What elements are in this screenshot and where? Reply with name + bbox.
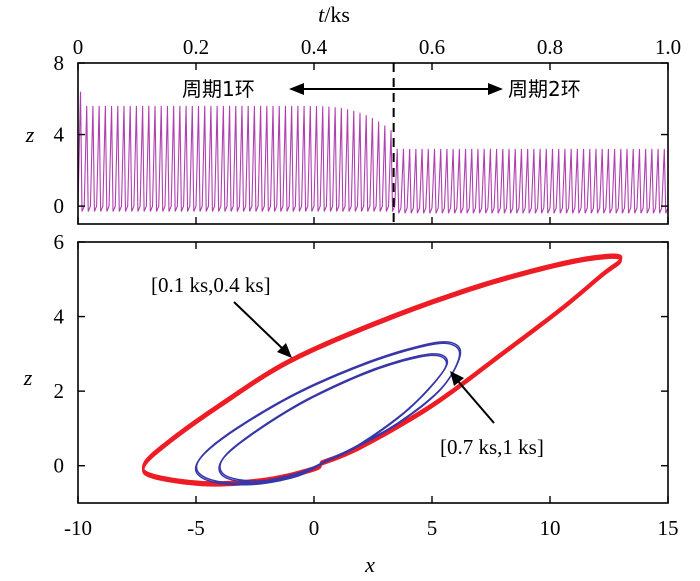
- bottom-ticks: [77, 241, 669, 503]
- bottom-x-tick-label: 0: [309, 516, 320, 540]
- z-time-series-line: [77, 91, 669, 214]
- top-series-z-t: [77, 91, 669, 214]
- top-x-axis-title: t/ks: [318, 2, 350, 27]
- top-x-tick-label: 0: [73, 35, 84, 59]
- top-x-tick-label: 0.8: [537, 35, 563, 59]
- bottom-x-tick-label: -5: [187, 516, 205, 540]
- annotation-blue-orbit-label: [0.7 ks,1 ks]: [440, 435, 544, 459]
- annotation-period-2: 周期2环: [508, 77, 581, 101]
- bottom-y-tick-label: 4: [54, 305, 65, 329]
- top-x-tick-label: 0.2: [183, 35, 209, 59]
- bottom-x-axis-title: x: [364, 552, 375, 577]
- bottom-phase-orbits: [141, 253, 623, 487]
- bottom-x-tick-label: 10: [540, 516, 561, 540]
- top-y-tick-labels: 0 4 8: [54, 51, 65, 218]
- top-x-tick-label: 0.6: [419, 35, 445, 59]
- red-orbit-trace: [141, 253, 623, 484]
- top-y-axis-title: z: [25, 122, 35, 147]
- double-arrow: [289, 83, 503, 95]
- arrow-to-red-orbit: [233, 301, 292, 358]
- arrow-to-blue-orbit: [450, 371, 495, 424]
- top-x-tick-label: 0.4: [301, 35, 328, 59]
- bottom-y-tick-labels: 0 2 4 6: [54, 230, 65, 478]
- top-panel: 0 0.2 0.4 0.6 0.8 1.0 0 4 8 t/ks z 周期1环 周期2环: [25, 2, 681, 225]
- bottom-x-tick-label: -10: [64, 516, 92, 540]
- top-x-axis-var: t: [318, 2, 325, 27]
- top-ticks: [77, 62, 669, 224]
- bottom-x-tick-label: 5: [427, 516, 438, 540]
- annotation-period-1: 周期1环: [182, 77, 255, 101]
- bottom-plot-frame: [77, 241, 669, 504]
- bottom-x-tick-label: 15: [658, 516, 679, 540]
- top-x-tick-label: 1.0: [655, 35, 681, 59]
- annotation-red-orbit-label: [0.1 ks,0.4 ks]: [151, 273, 271, 297]
- top-plot-frame: [77, 62, 669, 225]
- top-x-tick-labels: 0 0.2 0.4 0.6 0.8 1.0: [73, 35, 681, 59]
- red-orbit-trace: [142, 256, 622, 487]
- bottom-panel: -10 -5 0 5 10 15 0 2 4 6 x z [0.1 ks,0.4 ks] [0.…: [23, 230, 679, 577]
- top-y-tick-label: 8: [54, 51, 65, 75]
- bottom-y-tick-label: 6: [54, 230, 65, 254]
- bottom-y-tick-label: 2: [54, 379, 65, 403]
- top-y-tick-label: 0: [54, 194, 65, 218]
- bottom-y-tick-label: 0: [54, 454, 65, 478]
- blue-orbit-trace: [219, 353, 449, 482]
- top-x-axis-unit: /ks: [324, 2, 350, 27]
- bottom-y-axis-title: z: [23, 365, 33, 390]
- top-y-tick-label: 4: [54, 123, 65, 147]
- bottom-x-tick-labels: -10 -5 0 5 10 15: [64, 516, 679, 540]
